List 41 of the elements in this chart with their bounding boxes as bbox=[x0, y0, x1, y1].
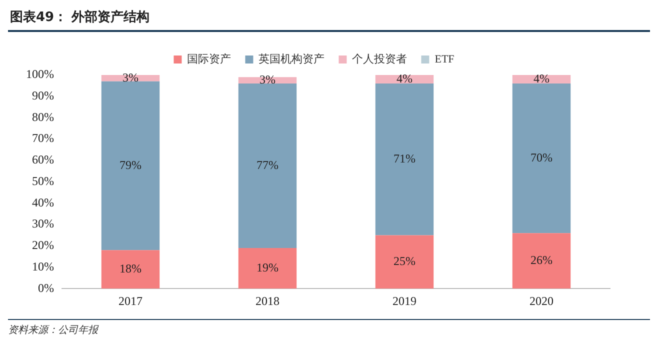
y-tick-label: 50% bbox=[32, 174, 54, 188]
text: 资料来源：公司年报 bbox=[8, 320, 650, 337]
data-label: 77% bbox=[256, 158, 278, 172]
chart-title: 图表49： 外部资产结构 bbox=[8, 8, 650, 32]
bar bbox=[238, 248, 297, 289]
data-label: 79% bbox=[119, 158, 142, 172]
data-label: 3% bbox=[260, 72, 276, 86]
y-tick-label: 60% bbox=[32, 152, 54, 167]
legend-label: 英国机构资产 bbox=[258, 52, 325, 66]
bar bbox=[375, 235, 434, 289]
y-tick-label: 40% bbox=[32, 195, 54, 210]
x-tick-label: 2019 bbox=[392, 294, 416, 308]
x-tick-label: 2017 bbox=[118, 294, 142, 308]
data-label: 3% bbox=[122, 70, 138, 84]
y-tick-label: 80% bbox=[32, 110, 54, 124]
bar bbox=[101, 81, 160, 250]
y-tick-label: 10% bbox=[32, 259, 54, 274]
bar bbox=[512, 84, 571, 234]
x-tick-label: 2018 bbox=[256, 294, 280, 308]
data-label: 25% bbox=[394, 254, 416, 268]
data-label: 70% bbox=[530, 150, 552, 164]
data-label: 19% bbox=[256, 260, 278, 274]
y-tick-label: 20% bbox=[32, 238, 54, 252]
bar bbox=[512, 233, 571, 289]
y-tick-label: 70% bbox=[32, 131, 54, 146]
data-label: 4% bbox=[396, 71, 412, 86]
y-tick-label: 0% bbox=[38, 280, 54, 295]
x-tick-label: 2020 bbox=[530, 294, 554, 308]
bar bbox=[238, 84, 297, 248]
y-tick-label: 90% bbox=[32, 88, 54, 103]
data-label: 71% bbox=[394, 152, 416, 166]
bar bbox=[375, 84, 434, 236]
y-tick-label: 100% bbox=[26, 67, 54, 82]
data-label: 4% bbox=[534, 71, 550, 86]
legend-label: ETF bbox=[434, 53, 454, 66]
legend-label: 个人投资者 bbox=[352, 52, 408, 66]
bar bbox=[101, 250, 160, 289]
y-tick-label: 30% bbox=[32, 216, 54, 231]
legend-label: 国际资产 bbox=[187, 52, 232, 66]
data-label: 26% bbox=[530, 252, 552, 267]
data-label: 18% bbox=[119, 262, 142, 276]
